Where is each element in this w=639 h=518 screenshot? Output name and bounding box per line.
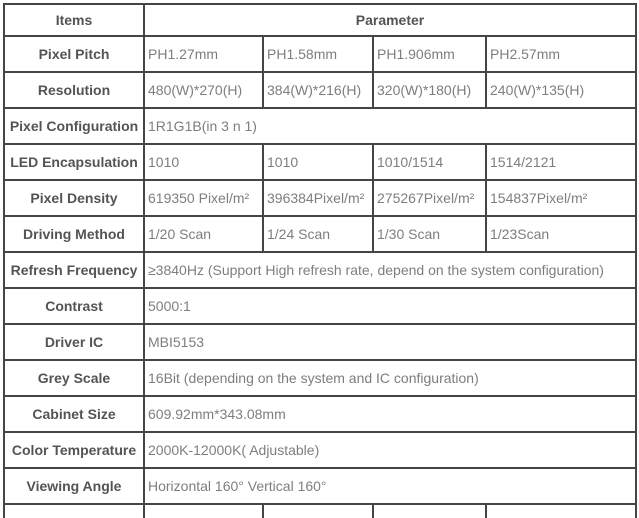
param-value: 1010 — [262, 143, 374, 181]
item-label: Color Temperature — [3, 431, 145, 469]
table-row-pixel-configuration: Pixel Configuration 1R1G1B(in 3 n 1) — [3, 107, 637, 145]
table-row-driving-method: Driving Method 1/20 Scan 1/24 Scan 1/30 … — [3, 215, 637, 253]
column-header-items: Items — [3, 3, 145, 37]
param-value: 1R1G1B(in 3 n 1) — [143, 107, 637, 145]
param-value: 2000K-12000K( Adjustable) — [143, 431, 637, 469]
specification-table: Items Parameter Pixel Pitch PH1.27mm PH1… — [3, 3, 637, 518]
table-row-resolution: Resolution 480(W)*270(H) 384(W)*216(H) 3… — [3, 71, 637, 109]
param-value: 240(W)*135(H) — [485, 71, 637, 109]
item-label: Pixel Density — [3, 179, 145, 217]
item-label: Refresh Frequency — [3, 251, 145, 289]
item-label: Resolution — [3, 71, 145, 109]
table-row-pixel-pitch: Pixel Pitch PH1.27mm PH1.58mm PH1.906mm … — [3, 35, 637, 73]
table-row-driver-ic: Driver IC MBI5153 — [3, 323, 637, 361]
table-row-pixel-density: Pixel Density 619350 Pixel/m² 396384Pixe… — [3, 179, 637, 217]
param-value: ≥3840Hz (Support High refresh rate, depe… — [143, 251, 637, 289]
item-label: LED Encapsulation — [3, 143, 145, 181]
item-label: Grey Scale — [3, 359, 145, 397]
column-header-parameter: Parameter — [143, 3, 637, 37]
param-value: 384(W)*216(H) — [262, 71, 374, 109]
param-value — [372, 503, 487, 518]
param-value: 320(W)*180(H) — [372, 71, 487, 109]
item-label — [3, 503, 145, 518]
param-value: 5000:1 — [143, 287, 637, 325]
table-row-contrast: Contrast 5000:1 — [3, 287, 637, 325]
header-row: Items Parameter — [3, 3, 637, 37]
param-value: 1/30 Scan — [372, 215, 487, 253]
table-row-viewing-angle: Viewing Angle Horizontal 160° Vertical 1… — [3, 467, 637, 505]
item-label: Driver IC — [3, 323, 145, 361]
param-value: 1010/1514 — [372, 143, 487, 181]
table-row-color-temperature: Color Temperature 2000K-12000K( Adjustab… — [3, 431, 637, 469]
item-label: Cabinet Size — [3, 395, 145, 433]
param-value: 1514/2121 — [485, 143, 637, 181]
table-row-led-encapsulation: LED Encapsulation 1010 1010 1010/1514 15… — [3, 143, 637, 181]
param-value: 609.92mm*343.08mm — [143, 395, 637, 433]
param-value — [143, 503, 264, 518]
param-value: 154837Pixel/m² — [485, 179, 637, 217]
table-row-grey-scale: Grey Scale 16Bit (depending on the syste… — [3, 359, 637, 397]
param-value: 396384Pixel/m² — [262, 179, 374, 217]
param-value: 1/20 Scan — [143, 215, 264, 253]
item-label: Contrast — [3, 287, 145, 325]
item-label: Driving Method — [3, 215, 145, 253]
param-value — [485, 503, 637, 518]
param-value: 1/23Scan — [485, 215, 637, 253]
param-value: 16Bit (depending on the system and IC co… — [143, 359, 637, 397]
param-value: 1/24 Scan — [262, 215, 374, 253]
param-value: PH1.27mm — [143, 35, 264, 73]
param-value: PH1.906mm — [372, 35, 487, 73]
item-label: Pixel Configuration — [3, 107, 145, 145]
table-row-cabinet-size: Cabinet Size 609.92mm*343.08mm — [3, 395, 637, 433]
param-value: PH2.57mm — [485, 35, 637, 73]
param-value: 480(W)*270(H) — [143, 71, 264, 109]
param-value — [262, 503, 374, 518]
param-value: 275267Pixel/m² — [372, 179, 487, 217]
param-value: PH1.58mm — [262, 35, 374, 73]
param-value: 619350 Pixel/m² — [143, 179, 264, 217]
param-value: 1010 — [143, 143, 264, 181]
item-label: Pixel Pitch — [3, 35, 145, 73]
param-value: MBI5153 — [143, 323, 637, 361]
item-label: Viewing Angle — [3, 467, 145, 505]
param-value: Horizontal 160° Vertical 160° — [143, 467, 637, 505]
table-row-cutoff — [3, 503, 637, 518]
table-row-refresh-frequency: Refresh Frequency ≥3840Hz (Support High … — [3, 251, 637, 289]
